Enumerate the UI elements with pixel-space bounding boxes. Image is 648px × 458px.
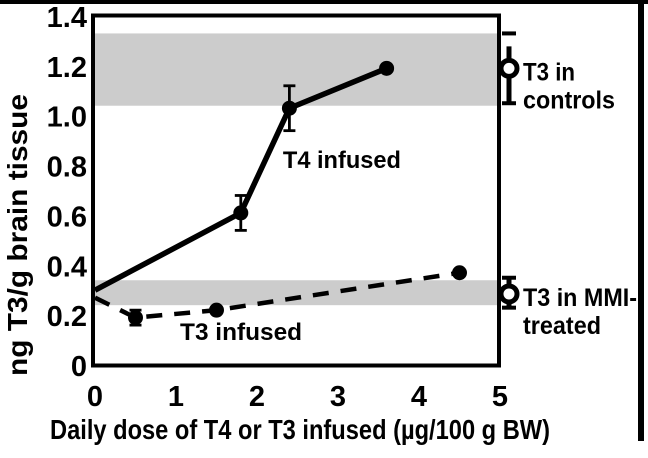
y-tick-label: 0 — [71, 351, 87, 383]
y-tick-label: 0.6 — [47, 201, 87, 233]
y-tick-label: 1.2 — [47, 52, 87, 84]
y-tick-label: 1.4 — [47, 2, 87, 34]
x-tick-label: 3 — [330, 381, 346, 413]
t4-infused-line — [93, 65, 388, 293]
x-tick-labels: 0 1 2 3 4 5 — [87, 381, 508, 413]
t4-infused-data-point — [281, 100, 297, 116]
x-axis-label: Daily dose of T4 or T3 infused (µg/100 g… — [50, 414, 550, 445]
t3-infused-data-point — [128, 310, 143, 326]
t3-infused-data-point — [209, 302, 224, 318]
y-axis-label: ng T3/g brain tissue — [2, 94, 33, 376]
x-tick-label: 5 — [492, 381, 508, 413]
y-tick-label: 1.0 — [47, 102, 87, 134]
t4-infused-data-point — [233, 205, 249, 221]
reference-label: T3 in MMI- — [523, 284, 637, 312]
x-tick-label: 2 — [249, 381, 265, 413]
reference-marker — [498, 57, 520, 79]
plot-frame — [91, 13, 501, 368]
t4-infused-label: T4 infused — [283, 147, 401, 174]
y-tick-labels: 0 0.2 0.4 0.6 0.8 1.0 1.2 1.4 — [47, 2, 87, 383]
t3-infused-label: T3 infused — [180, 319, 302, 346]
mmi-range-band — [95, 280, 498, 306]
t3-infused-line — [94, 270, 460, 320]
t3-mmi-treated-reference: T3 in MMI-treated — [498, 275, 637, 340]
reference-label: T3 in — [523, 58, 575, 86]
y-tick-label: 0.4 — [47, 251, 87, 283]
reference-label: controls — [523, 86, 615, 114]
scan-border-right — [638, 0, 644, 441]
series-layer: T4 infused T3 infused — [93, 60, 467, 346]
reference-bands — [95, 33, 498, 306]
t4-infused-data-point — [379, 60, 395, 76]
x-tick-label: 1 — [168, 381, 184, 413]
controls-range-band — [95, 33, 498, 106]
scan-border-top — [0, 0, 648, 4]
y-tick-label: 0.2 — [47, 301, 87, 333]
y-tick-label: 0.8 — [47, 152, 87, 184]
x-tick-label: 0 — [87, 381, 103, 413]
reference-label: treated — [523, 312, 601, 340]
reference-marker — [498, 283, 520, 305]
x-tick-label: 4 — [411, 381, 427, 413]
t3-infused-data-point — [452, 265, 467, 281]
